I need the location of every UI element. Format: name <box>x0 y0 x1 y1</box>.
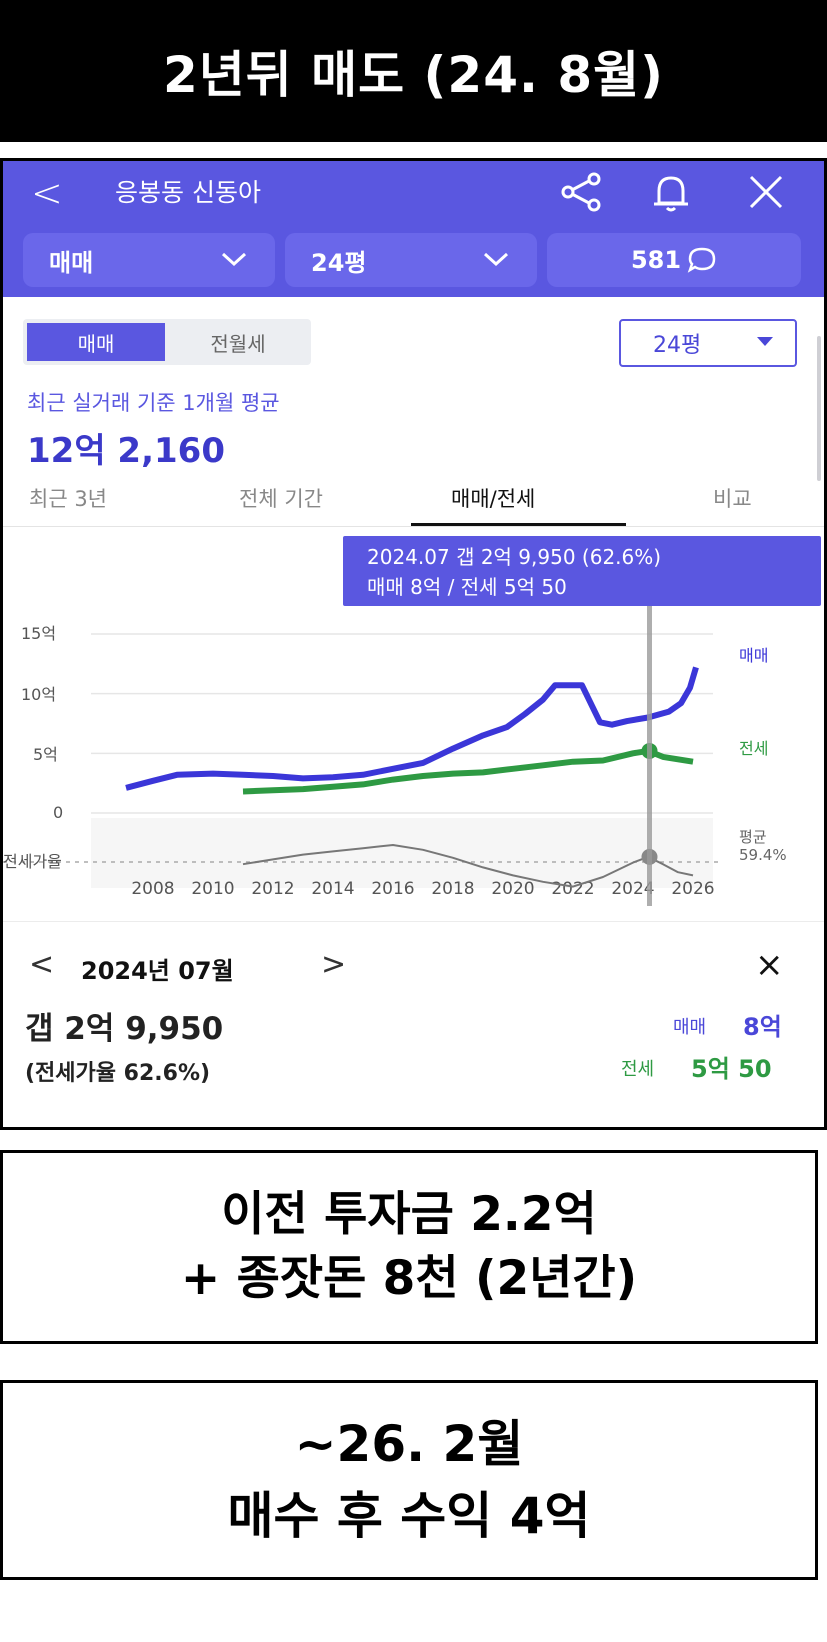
detail-date: 2024년 07월 <box>81 957 234 985</box>
trade-type-label: 매매 <box>49 248 94 277</box>
size-select-value: 24평 <box>653 333 702 358</box>
area-size-dropdown[interactable]: 24평 <box>285 233 537 287</box>
tab-all-period[interactable]: 전체 기간 <box>239 487 323 511</box>
x-tick-label: 2016 <box>371 879 414 899</box>
y-tick-label: 0 <box>53 803 63 822</box>
investment-note-line-2: + 종잣돈 8천 (2년간) <box>180 1251 638 1306</box>
jeonse-value: 5억 50 <box>691 1055 772 1083</box>
jeonse-line <box>242 747 694 795</box>
tooltip: 2024.07 갭 2억 9,950 (62.6%) 매매 8억 / 전세 5억… <box>343 536 821 606</box>
trade-type-dropdown[interactable]: 매매 <box>23 233 275 287</box>
x-tick-label: 2020 <box>491 879 534 899</box>
x-axis-ticks: 2008 2010 2012 2014 2016 2018 2020 2022 2024 2026 <box>131 879 714 899</box>
comments-button[interactable]: 581 <box>547 233 801 287</box>
share-icon[interactable] <box>558 169 604 215</box>
legend-sale: 매매 <box>739 646 768 665</box>
investment-note-box: 이전 투자금 2.2억 + 종잣돈 8천 (2년간) <box>0 1150 818 1344</box>
legend-ratio-avg-label: 평균 <box>739 828 767 846</box>
sale-line <box>125 666 699 791</box>
next-month-button[interactable]: > <box>321 947 347 982</box>
phone-screenshot: < 응봉동 신동아 매매 24평 581 <box>0 158 827 1130</box>
jeonse-label: 전세 <box>621 1059 655 1080</box>
divider <box>3 921 824 922</box>
segment-sale[interactable]: 매매 <box>27 323 165 361</box>
legend-ratio-avg-value: 59.4% <box>739 846 787 864</box>
top-banner: 2년뒤 매도 (24. 8월) <box>0 0 827 142</box>
comment-count: 581 <box>630 246 682 274</box>
tab-sale-jeonse[interactable]: 매매/전세 <box>451 487 536 511</box>
back-button[interactable]: < <box>31 171 63 215</box>
average-price: 12억 2,160 <box>27 431 225 471</box>
chevron-down-icon <box>221 252 247 267</box>
active-tab-indicator <box>411 523 626 526</box>
segment-rent[interactable]: 전월세 <box>210 331 266 356</box>
tooltip-box <box>343 536 821 606</box>
size-select[interactable]: 24평 <box>619 319 797 367</box>
profit-note-line-1: ~26. 2월 <box>294 1415 524 1473</box>
x-tick-label: 2014 <box>311 879 354 899</box>
app-bar: < 응봉동 신동아 매매 24평 581 <box>3 161 824 297</box>
profit-note-line-2: 매수 후 수익 4억 <box>227 1487 591 1545</box>
tab-compare[interactable]: 비교 <box>713 487 752 511</box>
tooltip-line-2: 매매 8억 / 전세 5억 50 <box>367 575 567 599</box>
y-tick-label: 10억 <box>21 685 56 704</box>
average-subtitle: 최근 실거래 기준 1개월 평균 <box>27 391 280 415</box>
x-tick-label: 2026 <box>671 879 714 899</box>
price-chart[interactable]: 15억 10억 5억 0 전세가율 2008 2010 2012 2014 2016 20… <box>3 536 824 906</box>
tooltip-line-1: 2024.07 갭 2억 9,950 (62.6%) <box>367 545 661 569</box>
page-title: 응봉동 신동아 <box>115 178 261 207</box>
x-tick-label: 2010 <box>191 879 234 899</box>
x-tick-label: 2012 <box>251 879 294 899</box>
ratio-band <box>91 818 713 888</box>
detail-close-button[interactable]: × <box>755 945 784 985</box>
y-tick-label: 5억 <box>33 745 58 764</box>
bell-icon[interactable] <box>648 169 694 215</box>
jeonse-ratio: (전세가율 62.6%) <box>25 1061 211 1086</box>
chevron-down-icon <box>483 252 509 267</box>
trade-segment-control: 매매 전월세 <box>23 319 311 365</box>
area-size-label: 24평 <box>311 248 367 277</box>
profit-note-box: ~26. 2월 매수 후 수익 4억 <box>0 1380 818 1580</box>
sale-label: 매매 <box>673 1017 707 1038</box>
x-tick-label: 2008 <box>131 879 174 899</box>
sale-value: 8억 <box>743 1013 782 1041</box>
scrollbar[interactable] <box>817 336 821 481</box>
speech-bubble-icon <box>687 247 716 273</box>
chart-grid <box>91 633 713 814</box>
x-tick-label: 2018 <box>431 879 474 899</box>
tab-recent-3y[interactable]: 최근 3년 <box>29 487 107 511</box>
x-tick-label: 2024 <box>611 879 654 899</box>
gap-amount: 갭 2억 9,950 <box>25 1011 224 1047</box>
close-icon[interactable] <box>743 169 789 215</box>
legend-jeonse: 전세 <box>739 739 768 758</box>
caret-down-icon <box>757 337 773 346</box>
y-tick-label: 15억 <box>21 624 56 643</box>
ratio-axis-label: 전세가율 <box>3 852 62 871</box>
prev-month-button[interactable]: < <box>29 947 55 982</box>
period-tabs: 최근 3년 전체 기간 매매/전세 비교 <box>3 471 824 527</box>
investment-note-line-1: 이전 투자금 2.2억 <box>221 1187 597 1242</box>
